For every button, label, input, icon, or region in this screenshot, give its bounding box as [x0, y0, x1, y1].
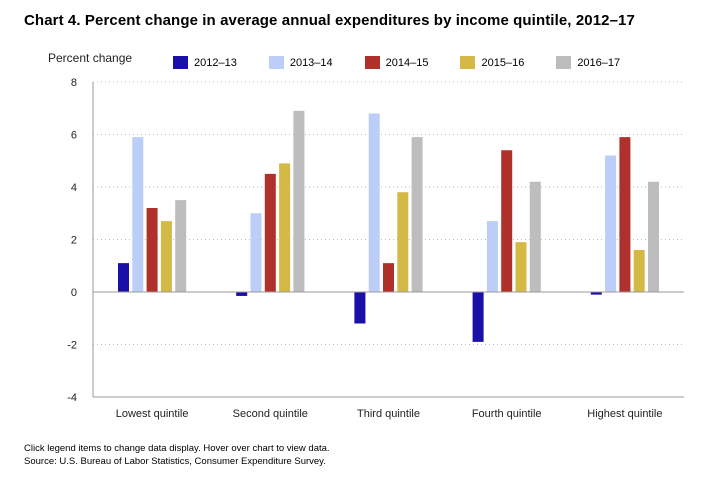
y-tick-label: 0 [71, 287, 77, 299]
bar[interactable] [160, 221, 172, 292]
legend-swatch [173, 56, 188, 69]
legend-item-2012-13[interactable]: 2012–13 [173, 56, 237, 69]
y-tick-label: 6 [71, 130, 77, 142]
bar[interactable] [236, 292, 248, 296]
bar-chart[interactable]: -4 -2 0 2 4 6 8 Lowest quintile Second quintile T… [0, 0, 720, 440]
legend-swatch [556, 56, 572, 69]
legend-item-2016-17[interactable]: 2016–17 [556, 56, 620, 69]
y-tick-label: 4 [71, 182, 77, 194]
bar[interactable] [118, 263, 129, 292]
legend-swatch [268, 56, 284, 69]
y-tick-label: -2 [67, 340, 77, 352]
bar[interactable] [146, 208, 158, 292]
legend-swatch [460, 56, 476, 69]
legend-item-2014-15[interactable]: 2014–15 [364, 56, 429, 69]
footnote-instructions: Click legend items to change data displa… [24, 443, 330, 454]
x-tick-label: Lowest quintile [116, 408, 189, 420]
footnote-source: Source: U.S. Bureau of Labor Statistics,… [24, 456, 326, 467]
legend-item-2013-14[interactable]: 2013–14 [268, 56, 333, 69]
bar[interactable] [486, 221, 498, 292]
bar[interactable] [605, 155, 617, 293]
bar[interactable] [515, 242, 527, 292]
legend-label: 2013–14 [289, 56, 333, 69]
bar[interactable] [368, 113, 380, 293]
bar[interactable] [529, 181, 541, 292]
bar[interactable] [411, 137, 423, 292]
legend-swatch [364, 56, 380, 69]
bar[interactable] [619, 137, 631, 292]
legend-label: 2016–17 [577, 56, 621, 69]
legend-label: 2014–15 [385, 56, 429, 69]
bar[interactable] [250, 213, 262, 292]
bar[interactable] [397, 192, 409, 292]
bar[interactable] [633, 250, 645, 292]
x-tick-label: Fourth quintile [472, 408, 542, 420]
x-tick-label: Highest quintile [587, 408, 662, 420]
bar[interactable] [293, 110, 305, 292]
bar[interactable] [590, 292, 602, 295]
legend-label: 2012–13 [194, 56, 237, 69]
bar[interactable] [501, 150, 513, 292]
y-tick-label: 2 [71, 235, 77, 247]
bar[interactable] [175, 200, 187, 292]
bar[interactable] [383, 263, 394, 292]
chart-title: Chart 4. Percent change in average annua… [24, 12, 635, 29]
bar[interactable] [279, 163, 291, 292]
legend-item-2015-16[interactable]: 2015–16 [460, 56, 524, 69]
x-tick-label: Second quintile [233, 408, 308, 420]
legend-label: 2015–16 [481, 56, 525, 69]
footnote: Click legend items to change data displa… [24, 442, 330, 468]
bar[interactable] [648, 181, 659, 292]
bar[interactable] [472, 292, 484, 342]
y-axis-label: Percent change [48, 51, 133, 65]
legend: 2012–13 2013–14 2014–15 2015–16 2016–17 [173, 56, 620, 69]
y-tick-label: -4 [67, 392, 77, 404]
bar[interactable] [354, 292, 366, 324]
bar[interactable] [132, 137, 144, 292]
x-tick-label: Third quintile [357, 408, 420, 420]
y-tick-label: 8 [71, 77, 77, 89]
bar[interactable] [264, 173, 276, 292]
